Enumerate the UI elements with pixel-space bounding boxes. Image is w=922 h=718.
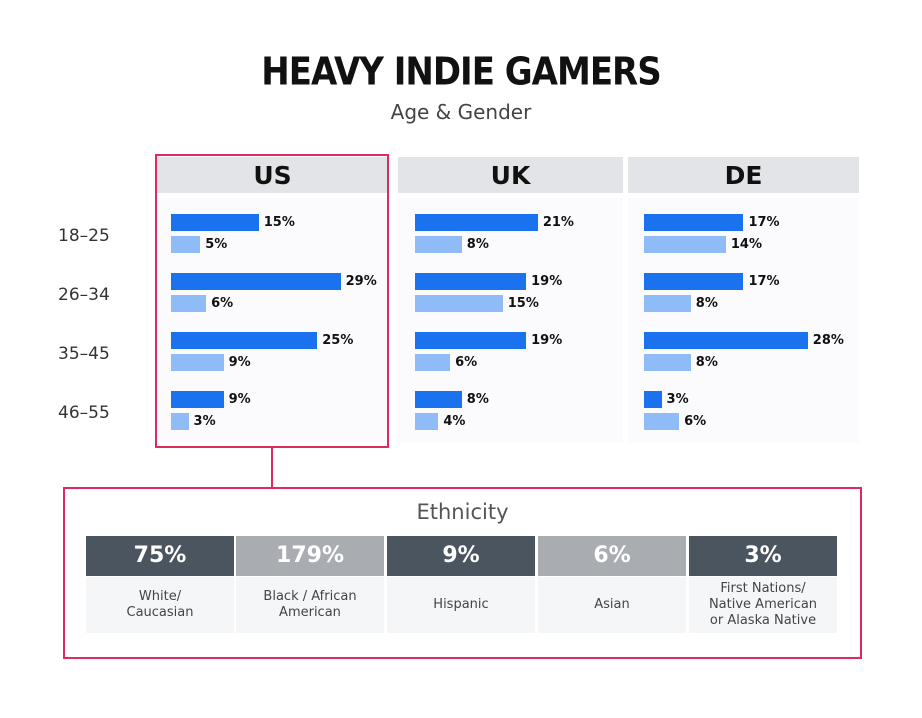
chart-subtitle: Age & Gender xyxy=(390,100,532,124)
bar xyxy=(644,236,726,253)
bar xyxy=(415,214,538,231)
bar xyxy=(415,273,527,290)
us-highlight-box xyxy=(155,154,389,448)
bar-value-label: 6% xyxy=(684,414,707,429)
chart-title: HEAVY INDIE GAMERS xyxy=(261,49,661,95)
bar-value-label: 21% xyxy=(542,215,574,230)
bar-value-label: 8% xyxy=(695,355,718,370)
highlight-connector xyxy=(271,448,273,488)
bar xyxy=(171,273,341,290)
bar-value-label: 8% xyxy=(466,237,489,252)
bar-value-label: 8% xyxy=(466,392,489,407)
bar-value-label: 29% xyxy=(345,274,377,289)
bar xyxy=(415,413,439,430)
bar xyxy=(644,332,808,349)
country-column-background xyxy=(628,198,859,443)
bar-value-label: 15% xyxy=(507,296,539,311)
country-header: UK xyxy=(398,157,623,193)
bar-value-label: 28% xyxy=(812,333,844,348)
bar-value-label: 25% xyxy=(322,333,354,348)
ethnicity-value: 75% xyxy=(86,536,234,576)
bar xyxy=(415,332,527,349)
ethnicity-value: 6% xyxy=(538,536,686,576)
bar-value-label: 6% xyxy=(211,296,234,311)
bar-value-label: 14% xyxy=(730,237,763,252)
bar xyxy=(171,295,207,312)
ethnicity-value: 3% xyxy=(689,536,837,576)
ethnicity-value: 179% xyxy=(236,536,384,576)
country-header: US xyxy=(157,157,388,193)
bar xyxy=(171,354,224,371)
bar xyxy=(171,391,224,408)
bar xyxy=(644,391,662,408)
bar-value-label: 19% xyxy=(531,274,563,289)
bar xyxy=(171,332,318,349)
bar-value-label: 9% xyxy=(228,355,251,370)
bar-value-label: 17% xyxy=(748,215,780,230)
bar xyxy=(644,354,691,371)
age-label: 46–55 xyxy=(58,403,110,423)
bar xyxy=(644,413,680,430)
ethnicity-title: Ethnicity xyxy=(416,500,509,524)
ethnicity-label: Asian xyxy=(538,577,686,633)
bar-value-label: 8% xyxy=(695,296,718,311)
bar-value-label: 3% xyxy=(193,414,216,429)
bar-value-label: 17% xyxy=(748,274,780,289)
bar xyxy=(171,413,189,430)
bar xyxy=(644,214,744,231)
ethnicity-label: White/ Caucasian xyxy=(86,577,234,633)
bar-value-label: 9% xyxy=(228,392,251,407)
bar xyxy=(415,236,462,253)
bar xyxy=(644,295,691,312)
ethnicity-panel xyxy=(63,487,862,659)
country-header: DE xyxy=(628,157,859,193)
bar-value-label: 5% xyxy=(205,237,228,252)
age-label: 26–34 xyxy=(58,285,110,305)
bar-value-label: 3% xyxy=(666,392,689,407)
ethnicity-label: First Nations/ Native American or Alaska… xyxy=(689,577,837,633)
bar-value-label: 19% xyxy=(531,333,563,348)
age-label: 35–45 xyxy=(58,344,110,364)
bar xyxy=(171,236,201,253)
bar xyxy=(171,214,259,231)
ethnicity-value: 9% xyxy=(387,536,535,576)
bar-value-label: 4% xyxy=(443,414,466,429)
age-label: 18–25 xyxy=(58,226,110,246)
bar xyxy=(644,273,744,290)
ethnicity-label: Hispanic xyxy=(387,577,535,633)
bar xyxy=(415,354,451,371)
bar xyxy=(415,295,503,312)
ethnicity-label: Black / African American xyxy=(236,577,384,633)
bar-value-label: 6% xyxy=(455,355,478,370)
bar xyxy=(415,391,462,408)
bar-value-label: 15% xyxy=(263,215,295,230)
